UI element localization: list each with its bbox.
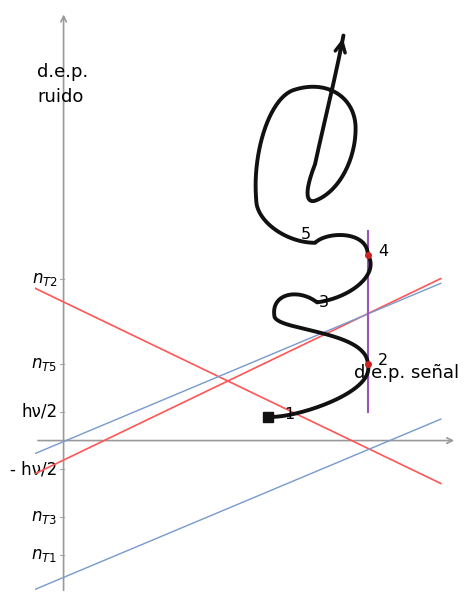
Text: - hν/2: - hν/2 bbox=[10, 460, 58, 478]
Text: 5: 5 bbox=[301, 227, 311, 242]
Text: $n_{T2}$: $n_{T2}$ bbox=[32, 269, 58, 287]
Text: 4: 4 bbox=[378, 244, 388, 259]
Text: $n_{T5}$: $n_{T5}$ bbox=[31, 355, 58, 373]
Text: d.e.p. señal: d.e.p. señal bbox=[354, 364, 459, 382]
Text: d.e.p.
ruido: d.e.p. ruido bbox=[37, 62, 88, 106]
Text: $n_{T1}$: $n_{T1}$ bbox=[31, 546, 58, 564]
Text: 3: 3 bbox=[319, 295, 329, 310]
Text: 2: 2 bbox=[378, 353, 388, 368]
Text: 1: 1 bbox=[285, 407, 295, 422]
Text: hν/2: hν/2 bbox=[22, 403, 58, 421]
Text: $n_{T3}$: $n_{T3}$ bbox=[31, 508, 58, 526]
